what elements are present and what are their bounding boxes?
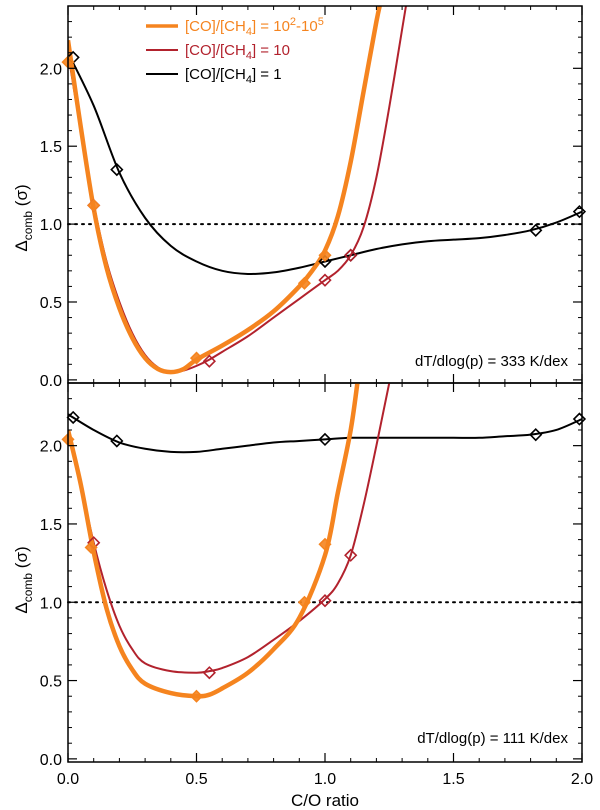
bottom-marker: [297, 595, 312, 609]
bottom-annotation: dT/dlog(p) = 111 K/dex: [417, 730, 568, 747]
legend-label-black: [CO]/[CH: [185, 66, 246, 83]
bottom-marker: [84, 540, 98, 555]
bottom-marker: [344, 548, 358, 562]
top-annotation: dT/dlog(p) = 333 K/dex: [415, 353, 569, 370]
bottom-xtick-label: 2.0: [571, 771, 593, 788]
top-marker: [344, 248, 358, 262]
top-marker: [297, 276, 312, 290]
legend: [CO]/[CH4] = 102-105 [CO]/[CH4] = 10 [CO…: [146, 16, 324, 86]
legend-item-red: [CO]/[CH4] = 10: [146, 42, 290, 62]
bottom-series-line-1: [68, 383, 391, 674]
legend-item-black: [CO]/[CH4] = 1: [146, 66, 282, 86]
bottom-ylabel-main: Δ: [12, 602, 31, 613]
bottom-marker: [318, 594, 332, 608]
top-ylabel-unit: (σ): [12, 184, 31, 211]
bottom-marker: [572, 412, 587, 426]
top-marker: [87, 198, 101, 212]
bottom-xtick-label: 0.0: [57, 771, 79, 788]
bottom-marker: [66, 410, 80, 425]
bottom-xtick-label: 1.5: [442, 771, 464, 788]
top-ylabel-sub: comb: [21, 211, 35, 241]
legend-label-orange-post: ] = 10: [252, 18, 290, 35]
legend-label-red-sub: 4: [246, 50, 252, 62]
bottom-y-axis-label: Δcomb (σ): [12, 546, 35, 613]
top-marker: [202, 354, 216, 368]
legend-label-orange-sup2: 5: [318, 16, 324, 28]
top-marker: [318, 273, 332, 287]
top-ytick-label: 1.0: [40, 217, 62, 234]
bottom-ytick-label: 0.0: [40, 752, 62, 769]
top-series-line-orange-band: [68, 6, 382, 375]
svg-text:[CO]/[CH4] = 10: [CO]/[CH4] = 10: [185, 42, 290, 62]
legend-label-red-post: ] = 10: [252, 42, 290, 59]
bottom-marker: [202, 666, 216, 680]
bottom-ytick-label: 1.0: [40, 595, 62, 612]
legend-item-orange: [CO]/[CH4] = 102-105: [146, 16, 324, 38]
top-ylabel-main: Δ: [12, 240, 31, 251]
top-ytick-label: 0.5: [40, 295, 62, 312]
svg-text:[CO]/[CH4] = 1: [CO]/[CH4] = 1: [185, 66, 282, 86]
top-marker: [318, 248, 332, 262]
top-panel: 0.0 0.5 1.0 1.5 2.0 dT/dlog(p) = 333 K/dex Δ…: [12, 5, 587, 390]
top-ytick-label: 0.0: [40, 373, 62, 390]
bottom-ytick-label: 0.5: [40, 674, 62, 691]
legend-label-black-post: ] = 1: [252, 66, 282, 83]
top-ytick-label: 1.5: [40, 139, 62, 156]
top-y-axis-label: Δcomb (σ): [12, 184, 35, 251]
top-marker: [110, 162, 124, 177]
bottom-marker: [318, 432, 332, 447]
bottom-xtick-label: 1.0: [314, 771, 336, 788]
svg-text:[CO]/[CH4] = 102-105: [CO]/[CH4] = 102-105: [185, 16, 324, 38]
legend-label-orange-sup1: 2: [290, 16, 296, 28]
bottom-marker: [318, 537, 332, 551]
legend-label-black-sub: 4: [246, 74, 252, 86]
top-marker: [572, 205, 587, 219]
bottom-marker: [529, 428, 543, 442]
legend-label-orange-sub: 4: [246, 26, 252, 38]
bottom-ytick-label: 1.5: [40, 517, 62, 534]
bottom-ylabel-unit: (σ): [12, 546, 31, 573]
bottom-ytick-label: 2.0: [40, 439, 62, 456]
top-marker: [189, 351, 204, 365]
bottom-marker: [189, 689, 204, 703]
bottom-panel: 0.0 0.5 1.0 1.5 2.0 0.0 0.5 1.0 1.5 2.0 dT/dlog(p…: [12, 382, 593, 810]
legend-label-orange-mid: -10: [296, 18, 318, 35]
top-marker: [318, 254, 332, 269]
bottom-series-line-orange-band: [68, 383, 360, 699]
top-series-line-0: [68, 52, 582, 276]
bottom-marker: [110, 434, 124, 448]
legend-label-orange: [CO]/[CH: [185, 18, 246, 35]
top-marker: [529, 223, 543, 237]
x-axis-label: C/O ratio: [291, 791, 359, 810]
top-ytick-label: 2.0: [40, 61, 62, 78]
bottom-series-line-0: [68, 413, 582, 454]
bottom-plot-frame: [67, 382, 583, 763]
bottom-xtick-label: 0.5: [185, 771, 207, 788]
top-plot-frame: [67, 5, 583, 384]
legend-label-red: [CO]/[CH: [185, 42, 246, 59]
bottom-ylabel-sub: comb: [21, 573, 35, 603]
